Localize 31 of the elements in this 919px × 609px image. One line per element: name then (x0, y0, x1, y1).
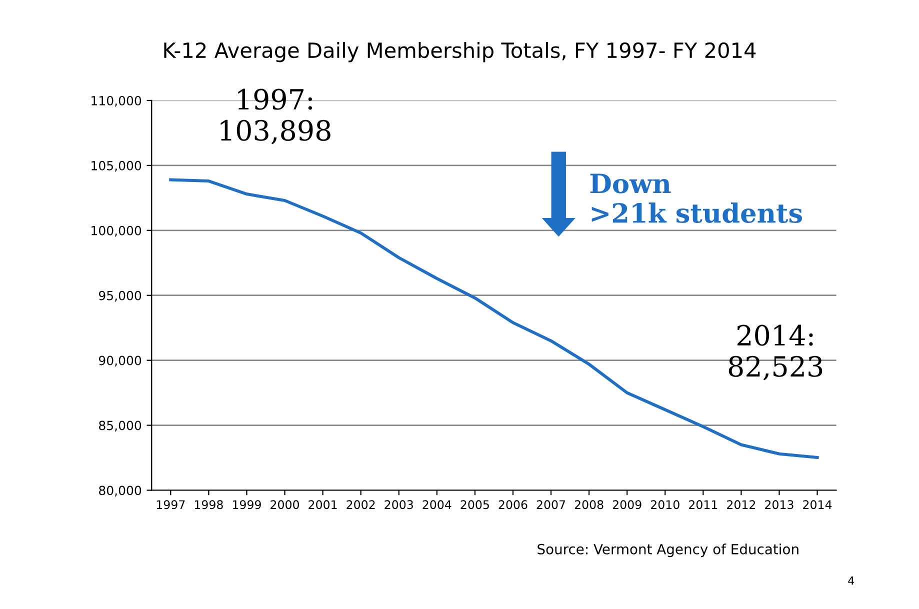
x-tick-label: 1997 (156, 500, 185, 510)
x-tick-label: 1999 (233, 500, 261, 510)
x-tick-label: 2001 (308, 500, 337, 510)
y-tick-label: 90,000 (98, 356, 142, 367)
x-tick-label: 2014 (803, 500, 832, 510)
y-tick-label: 95,000 (98, 290, 142, 302)
x-tick-label: 2006 (498, 500, 528, 510)
y-tick-label: 100,000 (92, 226, 142, 237)
x-tick-label: 2000 (270, 500, 299, 510)
y-tick-label: 80,000 (99, 486, 142, 496)
text: 4 (848, 576, 854, 585)
chart-title: K-12 Average Daily Membership Totals, FY 1997- FY 2014 (164, 42, 756, 62)
x-tick-label: 2013 (765, 500, 794, 510)
x-tick-label: 2004 (422, 500, 452, 510)
source-note: Source: Vermont Agency of Education (538, 544, 798, 558)
x-tick-label: 2002 (346, 500, 375, 510)
x-tick-label: 1998 (194, 500, 223, 510)
x-tick-label: 2011 (689, 500, 718, 510)
y-tick-label: 85,000 (99, 420, 142, 432)
x-tick-label: 2005 (460, 500, 489, 510)
x-tick-label: 2007 (536, 500, 566, 510)
x-tick-label: 2003 (384, 500, 413, 510)
annotation: 2014: 82,523 (728, 324, 822, 380)
x-tick-label: 2008 (574, 500, 604, 510)
y-tick-label: 110,000 (92, 96, 142, 107)
x-tick-label: 2012 (727, 500, 756, 510)
annotation: 1997: 103,898 (220, 88, 330, 144)
x-tick-label: 2009 (612, 500, 642, 510)
y-tick-label: 105,000 (92, 160, 142, 172)
x-tick-label: 2010 (650, 500, 680, 510)
annotation: Down >21k students (590, 174, 802, 223)
